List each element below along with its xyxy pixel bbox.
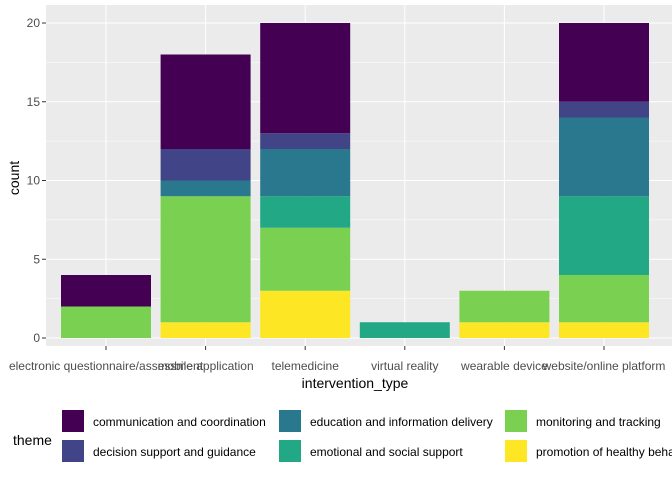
y-axis: 0 5 10 15 20 (27, 16, 46, 345)
legend-label: education and information delivery (310, 415, 493, 429)
legend: theme communication and coordination deci… (13, 410, 672, 462)
bar-segment-monitoring-and-tracking (559, 275, 649, 323)
bar-segment-communication-and-coordination (559, 23, 649, 102)
x-tick-label: telemedicine (272, 359, 340, 373)
legend-label: decision support and guidance (93, 445, 256, 459)
y-tick-label: 10 (27, 174, 41, 188)
y-tick-label: 15 (27, 95, 41, 109)
bars (61, 23, 649, 338)
bar-segment-monitoring-and-tracking (459, 290, 550, 323)
bar-segment-education-and-information-delivery (260, 149, 351, 197)
legend-key-promotion-of-healthy-behaviour (505, 440, 527, 462)
bar-segment-monitoring-and-tracking (260, 227, 351, 291)
y-tick-label: 0 (33, 331, 40, 345)
bar-segment-communication-and-coordination (160, 54, 251, 149)
x-axis: electronic questionnaire/assessmentmobil… (9, 346, 665, 373)
bar-segment-emotional-and-social-support (359, 322, 450, 338)
bar-segment-decision-support-and-guidance (559, 101, 649, 118)
legend-label: communication and coordination (93, 415, 266, 429)
x-tick-label: virtual reality (371, 359, 438, 373)
bar-segment-emotional-and-social-support (260, 196, 351, 228)
bar-segment-decision-support-and-guidance (260, 133, 351, 149)
bar-segment-communication-and-coordination (260, 23, 351, 134)
legend-label: promotion of healthy behaviour (536, 445, 672, 459)
bar-segment-monitoring-and-tracking (61, 306, 151, 338)
legend-key-emotional-and-social-support (279, 440, 301, 462)
y-tick-label: 5 (33, 252, 40, 266)
bar-segment-promotion-of-healthy-behaviour (459, 322, 550, 338)
x-tick-label: wearable device (460, 359, 548, 373)
x-tick-label: electronic questionnaire/assessment (9, 359, 204, 373)
y-axis-title: count (6, 161, 22, 195)
x-tick-label: mobile application (158, 359, 254, 373)
legend-key-decision-support-and-guidance (62, 440, 84, 462)
bar-segment-decision-support-and-guidance (160, 149, 251, 181)
y-tick-label: 20 (27, 16, 41, 30)
bar-segment-education-and-information-delivery (559, 117, 649, 197)
bar-segment-education-and-information-delivery (160, 180, 251, 197)
bar-segment-promotion-of-healthy-behaviour (160, 322, 251, 338)
bar-segment-emotional-and-social-support (559, 196, 649, 275)
legend-key-education-and-information-delivery (279, 410, 301, 432)
legend-title: theme (13, 432, 52, 448)
legend-label: monitoring and tracking (536, 415, 661, 429)
bar-segment-promotion-of-healthy-behaviour (559, 322, 649, 338)
bar-segment-communication-and-coordination (61, 275, 151, 307)
legend-key-monitoring-and-tracking (505, 410, 527, 432)
bar-segment-promotion-of-healthy-behaviour (260, 290, 351, 338)
x-tick-label: website/online platform (542, 359, 666, 373)
legend-key-communication-and-coordination (62, 410, 84, 432)
legend-label: emotional and social support (310, 445, 463, 459)
bar-segment-monitoring-and-tracking (160, 196, 251, 323)
x-axis-title: intervention_type (302, 375, 409, 391)
